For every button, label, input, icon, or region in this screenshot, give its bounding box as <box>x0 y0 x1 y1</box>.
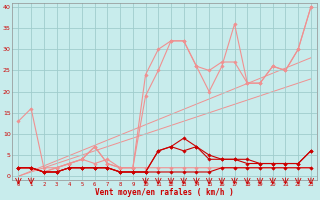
X-axis label: Vent moyen/en rafales ( km/h ): Vent moyen/en rafales ( km/h ) <box>95 188 234 197</box>
